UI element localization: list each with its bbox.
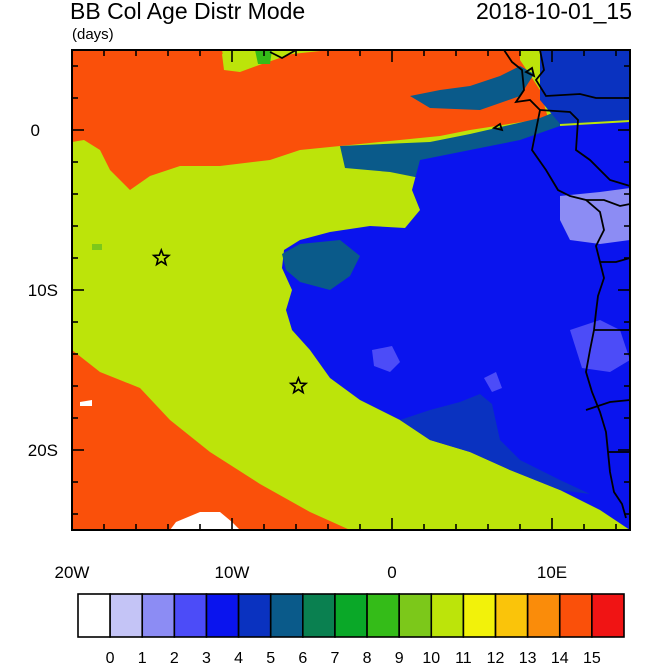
colorbar-label: 12 <box>487 650 505 667</box>
colorbar-label: 1 <box>138 650 147 667</box>
colorbar-swatch <box>173 593 208 638</box>
field-green-dot <box>92 244 102 250</box>
colorbar-swatch <box>269 593 304 638</box>
colorbar-label: 3 <box>202 650 211 667</box>
colorbar-swatch <box>462 593 497 638</box>
field-orange-south <box>72 350 350 530</box>
colorbar-label: 6 <box>298 650 307 667</box>
colorbar-swatch <box>302 593 336 638</box>
y-tick-label: 20S <box>28 441 58 460</box>
x-tick-label: 10E <box>537 563 567 582</box>
x-tick-label: 0 <box>387 563 396 582</box>
colorbar-swatch <box>398 593 433 638</box>
field-lime-patch <box>222 54 240 72</box>
y-ticks <box>72 65 630 515</box>
colorbar-label: 11 <box>455 650 472 667</box>
colorbar-label: 7 <box>330 650 339 667</box>
x-tick-label: 20W <box>55 563 90 582</box>
field-blue-dark-north <box>540 50 630 124</box>
colorbar-label: 8 <box>363 650 372 667</box>
timestamp-label: 2018-10-01_15 <box>475 0 632 24</box>
field-green-patch <box>255 50 272 64</box>
x-tick-label: 10W <box>215 563 250 582</box>
field-white-patch-1 <box>170 512 240 530</box>
colorbar-swatch <box>558 593 593 638</box>
colorbar-swatch <box>526 593 561 638</box>
colorbar-label: 5 <box>266 650 275 667</box>
colorbar-label: 2 <box>170 650 179 667</box>
colorbar-swatch <box>77 593 111 638</box>
field-lightblue-coast <box>570 320 630 372</box>
colorbar-swatch <box>366 593 400 638</box>
y-tick-label: 0 <box>31 121 40 140</box>
colorbar-label: 14 <box>551 650 569 667</box>
colorbar-swatch <box>334 593 368 638</box>
field-blue-main <box>282 122 630 530</box>
y-tick-label: 10S <box>28 281 58 300</box>
units-label: (days) <box>72 26 114 43</box>
colorbar-swatch <box>430 593 465 638</box>
station-star-1-icon <box>151 247 172 267</box>
plot-title: BB Col Age Distr Mode <box>70 0 306 24</box>
colorbar-swatch <box>205 593 240 638</box>
colorbar-label: 13 <box>519 650 537 667</box>
colorbar-swatch <box>494 593 529 638</box>
colorbar-swatch <box>109 593 144 638</box>
field-lightblue-spot <box>484 372 502 392</box>
colorbar-label: 9 <box>395 650 404 667</box>
colorbar-label: 15 <box>583 650 601 667</box>
field-lightblue-mid <box>372 346 400 372</box>
station-markers <box>151 247 309 395</box>
station-star-2-icon <box>288 375 309 395</box>
colorbar-swatch <box>237 593 272 638</box>
field-blue-dark-south <box>400 394 590 494</box>
x-ticks <box>71 50 617 530</box>
colorbar: 0 1 2 3 4 5 6 7 8 9 10 11 12 13 14 15 <box>77 593 625 667</box>
field-teal-top <box>410 66 534 110</box>
colorbar-swatch <box>141 593 176 638</box>
map-field <box>72 50 630 530</box>
coastlines <box>269 49 631 519</box>
colorbar-label: 4 <box>234 650 243 667</box>
field-lightblue-east <box>560 188 630 244</box>
colorbar-swatch <box>591 593 625 638</box>
colorbar-label: 0 <box>106 650 115 667</box>
field-orange-north <box>72 50 548 190</box>
field-white-patch-2 <box>80 400 92 406</box>
colorbar-label: 10 <box>422 650 440 667</box>
field-teal-west <box>282 240 360 290</box>
